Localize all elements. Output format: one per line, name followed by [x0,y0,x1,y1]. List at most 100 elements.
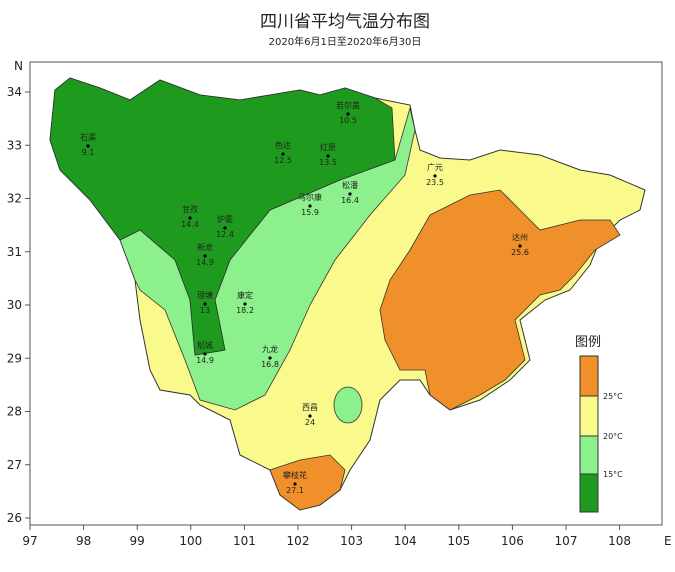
zone-light-green-spot [333,386,363,424]
x-unit: E [664,534,672,548]
x-tick-label: 99 [130,534,145,548]
x-tick-label: 108 [608,534,631,548]
station-dot [348,192,352,196]
station-dot [203,352,207,356]
x-tick-label: 102 [287,534,310,548]
y-tick-label: 33 [7,138,22,152]
station: 西昌 24 [302,403,318,427]
station-value: 12.4 [216,230,234,239]
station-name: 理塘 [197,290,213,300]
station-dot [203,254,207,258]
station-name: 九龙 [262,344,278,354]
station-name: 红原 [320,142,336,152]
y-tick-label: 26 [7,511,22,525]
station-value: 18.2 [236,306,254,315]
y-unit: N [14,59,23,73]
station-value: 24 [305,418,315,427]
x-tick-label: 101 [233,534,256,548]
station-dot [433,174,437,178]
station-dot [243,302,247,306]
station-dot [346,112,350,116]
station: 马尔康 15.9 [298,192,322,217]
station: 康定 18.2 [236,290,254,315]
station-name: 攀枝花 [283,470,307,480]
y-tick-label: 31 [7,245,22,259]
station-value: 13.5 [319,158,337,167]
station: 理塘 13 [197,290,213,315]
subtitle: 2020年6月1日至2020年6月30日 [269,35,422,48]
station-value: 13 [200,306,210,315]
zone-orange-east [379,189,621,411]
station-dot [308,414,312,418]
y-tick-label: 32 [7,192,22,206]
x-tick-label: 104 [394,534,417,548]
station-dot [188,216,192,220]
y-tick-label: 27 [7,458,22,472]
station-dot [203,302,207,306]
station-name: 若尔盖 [336,100,360,110]
x-tick-label: 105 [447,534,470,548]
legend-label: 20°C [603,432,623,441]
x-tick-label: 106 [501,534,524,548]
x-tick-label: 100 [179,534,202,548]
station: 稻城 14.9 [196,340,214,365]
legend-title: 图例 [575,335,601,350]
legend: 图例 [575,335,601,513]
x-tick-label: 97 [22,534,37,548]
legend-label: 25°C [603,392,623,401]
station-dot [308,204,312,208]
station-dot [86,144,90,148]
station: 石渠 9.1 [80,132,96,157]
station-value: 23.5 [426,178,444,187]
station-value: 15.9 [301,208,319,217]
station: 若尔盖 10.5 [336,100,360,125]
station-value: 14.9 [196,258,214,267]
legend-swatch [579,395,599,437]
station-name: 广元 [427,162,443,172]
station: 九龙 16.8 [261,344,279,369]
station-name: 甘孜 [182,204,198,214]
y-tick-label: 28 [7,405,22,419]
station-name: 稻城 [197,340,213,350]
x-tick-label: 103 [340,534,363,548]
station-dot [281,152,285,156]
station-name: 色达 [275,140,291,150]
station-name: 松潘 [342,180,358,190]
legend-swatch [579,435,599,475]
station-value: 10.5 [339,116,357,125]
y-tick-label: 30 [7,298,22,312]
legend-label: 15°C [603,470,623,479]
zone-dark-green [49,77,396,356]
station-name: 石渠 [80,132,96,142]
station-name: 马尔康 [298,192,322,202]
title: 四川省平均气温分布图 [260,12,430,32]
station-value: 14.4 [181,220,199,229]
station-name: 西昌 [302,403,318,412]
station-value: 27.1 [286,486,304,495]
station: 色达 12.5 [274,140,292,165]
station: 攀枝花 27.1 [283,470,307,495]
station-dot [326,154,330,158]
station-value: 14.9 [196,356,214,365]
station-dot [293,482,297,486]
legend-swatch [579,473,599,513]
station-dot [223,226,227,230]
station-dot [268,356,272,360]
zone-orange-south [269,454,346,511]
station: 松潘 16.4 [341,180,359,205]
station-value: 12.5 [274,156,292,165]
station-name: 康定 [237,290,253,300]
x-tick-label: 98 [76,534,91,548]
station-value: 16.4 [341,196,359,205]
x-tick-label: 107 [555,534,578,548]
station: 广元 23.5 [426,162,444,187]
station-name: 新龙 [197,242,213,252]
station: 新龙 14.9 [196,242,214,267]
station-name: 炉霍 [217,214,233,224]
y-tick-label: 29 [7,351,22,365]
legend-swatch [579,355,599,397]
station: 达州 25.6 [511,232,529,257]
station-name: 达州 [512,232,528,242]
